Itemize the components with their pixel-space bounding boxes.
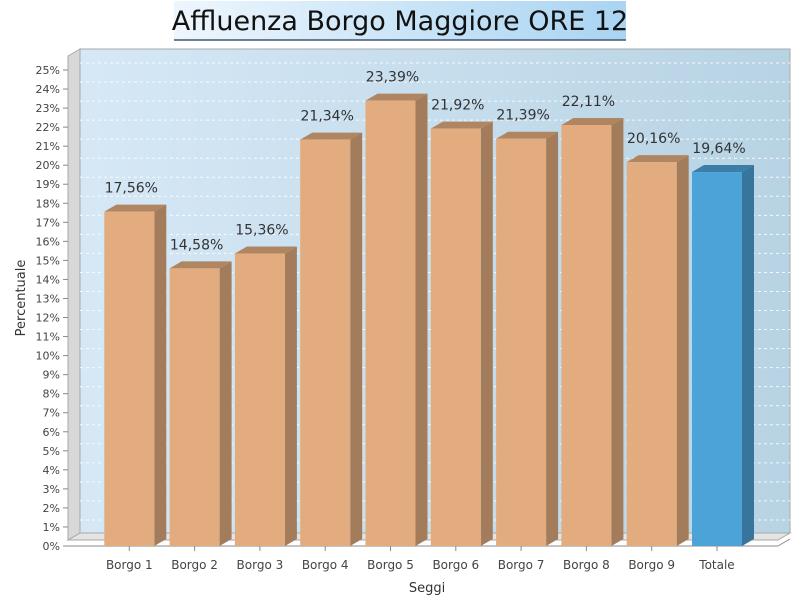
bar-front: [496, 138, 547, 546]
data-label: 23,39%: [366, 70, 419, 86]
y-tick-label: 16%: [36, 235, 60, 248]
y-tick-label: 23%: [36, 102, 60, 115]
y-tick-label: 2%: [43, 502, 60, 515]
y-tick-label: 1%: [43, 521, 60, 534]
y-tick-label: 13%: [36, 292, 60, 305]
y-tick-label: 3%: [43, 483, 60, 496]
bar-side: [154, 204, 167, 546]
x-tick-label: Borgo 9: [628, 558, 675, 572]
bar-side: [350, 132, 363, 546]
y-tick-label: 19%: [36, 178, 60, 191]
y-tick-label: 25%: [36, 64, 60, 77]
bar-side: [284, 246, 297, 546]
bars: 17,56% 14,58% 15,36% 21,34% 23,39% 21,92% 21,3…: [104, 70, 754, 547]
x-tick-label: Borgo 7: [498, 558, 545, 572]
data-label: 17,56%: [105, 181, 158, 197]
bar-top: [692, 165, 754, 173]
bar-borgo-1: 17,56%: [104, 181, 167, 546]
y-tick-label: 17%: [36, 216, 60, 229]
data-label: 14,58%: [170, 237, 223, 253]
x-axis-ticks: Borgo 1 Borgo 2 Borgo 3 Borgo 4 Borgo 5 Borgo…: [106, 546, 735, 572]
y-tick-label: 12%: [36, 312, 60, 325]
bar-borgo-9: 20,16%: [626, 131, 689, 546]
bar-front: [561, 125, 612, 546]
bar-borgo-6: 21,92%: [430, 98, 493, 547]
x-axis-depth-line: [777, 538, 791, 547]
y-tick-label: 20%: [36, 159, 60, 172]
bar-top: [300, 132, 363, 140]
y-tick-label: 8%: [43, 388, 60, 401]
bar-borgo-8: 22,11%: [561, 94, 624, 546]
y-tick-label: 11%: [36, 331, 60, 344]
bar-borgo-5: 23,39%: [365, 70, 428, 546]
chart-title: Affluenza Borgo Maggiore ORE 12: [172, 6, 628, 37]
y-tick-label: 5%: [43, 445, 60, 458]
data-label: 21,34%: [301, 109, 354, 125]
bar-front: [300, 139, 351, 546]
bar-side: [742, 165, 754, 547]
y-tick-label: 15%: [36, 254, 60, 267]
x-tick-label: Borgo 4: [302, 558, 349, 572]
y-tick-label: 14%: [36, 273, 60, 286]
x-tick-label: Borgo 6: [432, 558, 479, 572]
x-tick-label: Borgo 3: [237, 558, 284, 572]
y-tick-label: 18%: [36, 197, 60, 210]
y-tick-label: 6%: [43, 426, 60, 439]
bar-top: [430, 121, 493, 129]
bar-side: [546, 131, 559, 546]
y-tick-label: 7%: [43, 407, 60, 420]
y-axis-label: Percentuale: [14, 260, 29, 337]
bar-front: [692, 172, 742, 547]
bar-borgo-2: 14,58%: [169, 237, 232, 546]
data-label: 21,39%: [496, 108, 549, 124]
bar-side: [219, 261, 232, 546]
data-label: 20,16%: [627, 131, 680, 147]
x-tick-label: Borgo 5: [367, 558, 414, 572]
bar-top: [234, 246, 297, 254]
y-tick-label: 9%: [43, 369, 60, 382]
bar-top: [365, 93, 428, 101]
y-tick-label: 21%: [36, 140, 60, 153]
x-axis-label: Seggi: [409, 581, 445, 596]
bar-borgo-4: 21,34%: [300, 109, 363, 546]
bar-top: [561, 118, 624, 126]
y-tick-label: 10%: [36, 350, 60, 363]
bar-top: [104, 204, 167, 212]
data-label: 21,92%: [431, 98, 484, 114]
bar-front: [430, 128, 481, 547]
bar-side: [676, 155, 689, 546]
data-label: 15,36%: [235, 223, 288, 239]
x-tick-label: Totale: [698, 558, 734, 572]
bar-top: [496, 131, 559, 139]
bar-side: [480, 121, 493, 547]
bar-front: [626, 162, 677, 546]
y-tick-label: 22%: [36, 121, 60, 134]
bar-side: [611, 118, 624, 546]
data-label: 19,64%: [692, 141, 745, 157]
data-label: 22,11%: [562, 94, 615, 110]
y-tick-label: 4%: [43, 464, 60, 477]
bar-front: [234, 253, 285, 546]
title-background: [174, 1, 626, 40]
bar-top: [626, 155, 689, 163]
plot-side-wall: [67, 48, 81, 541]
x-tick-label: Borgo 1: [106, 558, 153, 572]
y-tick-label: 0%: [43, 540, 60, 553]
bar-borgo-3: 15,36%: [234, 223, 297, 546]
y-tick-label: 24%: [36, 83, 60, 96]
bar-front: [169, 268, 220, 546]
bar-borgo-7: 21,39%: [496, 108, 559, 546]
bar-front: [104, 211, 155, 546]
bar-side: [415, 93, 428, 546]
x-tick-label: Borgo 8: [563, 558, 610, 572]
y-axis-ticks: 0% 1% 2% 3% 4% 5% 6% 7% 8% 9% 10% 11% 12% 13% 14% 15% 16…: [36, 64, 68, 553]
bar-front: [365, 100, 416, 546]
x-tick-label: Borgo 2: [171, 558, 218, 572]
bar-totale: 19,64%: [692, 141, 754, 547]
bar-top: [169, 261, 232, 269]
